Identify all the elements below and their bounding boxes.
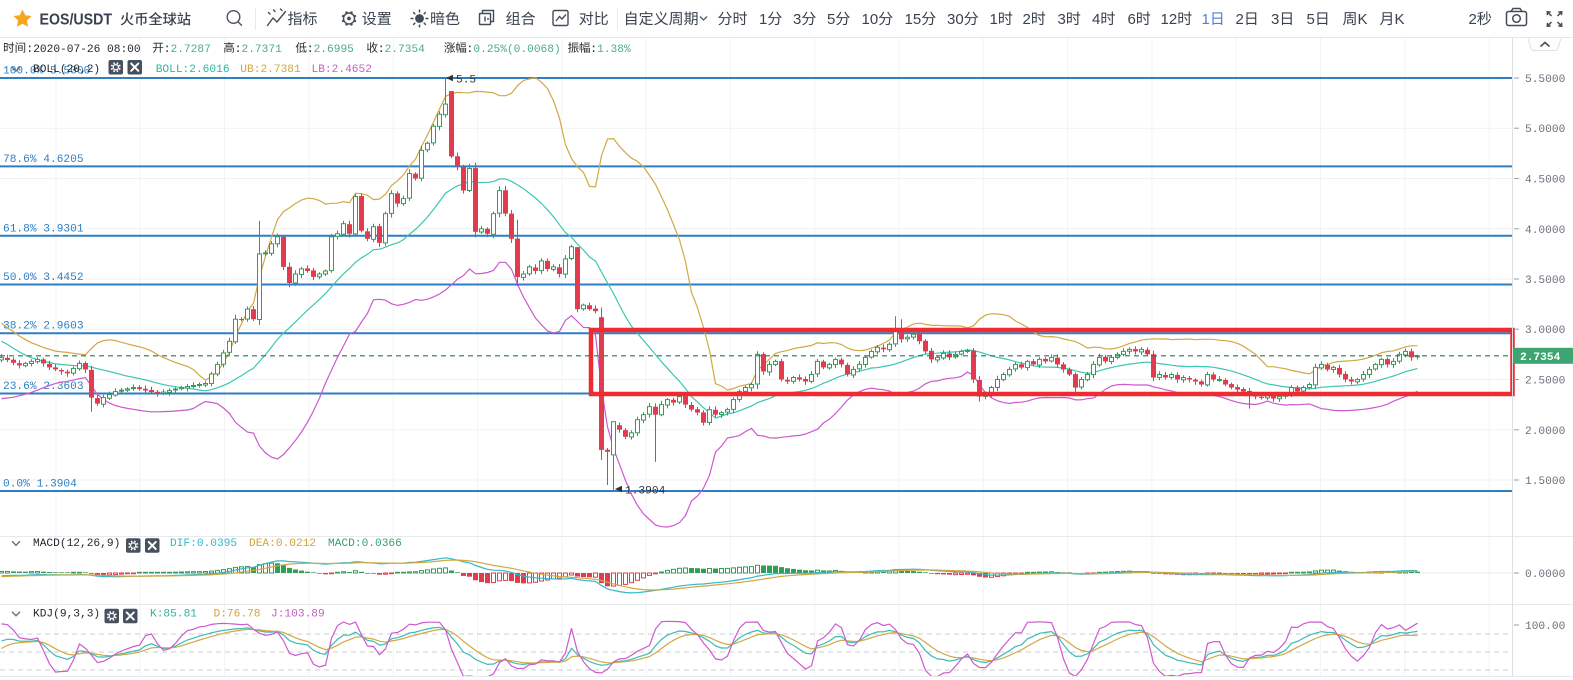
svg-text:5.5000: 5.5000 xyxy=(1525,74,1566,86)
svg-text:3: 3 xyxy=(793,11,801,28)
svg-text:D:76.78: D:76.78 xyxy=(214,609,261,621)
svg-text:BOLL:2.6016: BOLL:2.6016 xyxy=(156,64,230,76)
svg-text::: : xyxy=(590,43,597,56)
svg-text:1.3904: 1.3904 xyxy=(625,486,666,498)
svg-text:DIF:0.0395: DIF:0.0395 xyxy=(170,538,237,550)
svg-text:LB:2.4652: LB:2.4652 xyxy=(312,64,372,76)
svg-text:MACD:0.0366: MACD:0.0366 xyxy=(328,538,402,550)
svg-text:0.25%(0.0068): 0.25%(0.0068) xyxy=(473,44,560,56)
svg-text:0.0% 1.3904: 0.0% 1.3904 xyxy=(3,479,77,491)
svg-text:1: 1 xyxy=(990,11,998,28)
svg-text:K:85.81: K:85.81 xyxy=(150,609,197,621)
svg-text:EOS/USDT: EOS/USDT xyxy=(40,12,113,29)
svg-text:2: 2 xyxy=(1023,11,1031,28)
svg-text:2.7354: 2.7354 xyxy=(1520,352,1561,364)
svg-text:UB:2.7381: UB:2.7381 xyxy=(240,64,301,76)
svg-text:4.0000: 4.0000 xyxy=(1525,225,1566,237)
svg-text::: : xyxy=(235,43,242,56)
svg-text:23.6% 2.3603: 23.6% 2.3603 xyxy=(3,381,84,393)
svg-text::: : xyxy=(378,43,385,56)
svg-text:2.0000: 2.0000 xyxy=(1525,426,1566,438)
svg-text:50.0% 3.4452: 50.0% 3.4452 xyxy=(3,272,84,284)
svg-text:3.0000: 3.0000 xyxy=(1525,325,1566,337)
svg-text:61.8% 3.9301: 61.8% 3.9301 xyxy=(3,223,84,235)
svg-text::: : xyxy=(164,43,171,56)
svg-text:38.2% 2.9603: 38.2% 2.9603 xyxy=(3,321,84,333)
svg-text:2: 2 xyxy=(1236,11,1244,28)
svg-text:30: 30 xyxy=(947,11,964,28)
svg-text:3.5000: 3.5000 xyxy=(1525,275,1566,287)
svg-text:5: 5 xyxy=(1307,11,1315,28)
svg-text:1.38%: 1.38% xyxy=(597,44,631,56)
svg-text:1.5000: 1.5000 xyxy=(1525,476,1566,488)
svg-text:5.0000: 5.0000 xyxy=(1525,124,1566,136)
svg-text:4: 4 xyxy=(1092,11,1100,28)
svg-text:5.5: 5.5 xyxy=(456,75,476,87)
svg-text:0.0000: 0.0000 xyxy=(1525,569,1566,581)
svg-text:10: 10 xyxy=(862,11,879,28)
svg-text:J:103.89: J:103.89 xyxy=(271,609,325,621)
svg-text:DEA:0.0212: DEA:0.0212 xyxy=(249,538,316,550)
svg-text:100.0% 5.5000: 100.0% 5.5000 xyxy=(3,66,91,78)
svg-text:2.6995: 2.6995 xyxy=(314,44,354,56)
svg-text:6: 6 xyxy=(1128,11,1136,28)
svg-text:K: K xyxy=(1358,11,1368,28)
svg-text:2.7287: 2.7287 xyxy=(171,44,211,56)
svg-text::: : xyxy=(26,43,33,56)
svg-text:K: K xyxy=(1395,11,1405,28)
svg-text::: : xyxy=(466,43,473,56)
svg-text:3: 3 xyxy=(1271,11,1279,28)
svg-text:4.5000: 4.5000 xyxy=(1525,175,1566,187)
svg-text:2.7371: 2.7371 xyxy=(242,44,283,56)
svg-text:2.5000: 2.5000 xyxy=(1525,376,1566,388)
svg-text:2.7354: 2.7354 xyxy=(385,44,426,56)
svg-text::: : xyxy=(307,43,314,56)
svg-text:78.6% 4.6205: 78.6% 4.6205 xyxy=(3,154,84,166)
svg-text:MACD(12,26,9): MACD(12,26,9) xyxy=(33,538,120,550)
svg-text:2: 2 xyxy=(1469,11,1477,28)
svg-text:12: 12 xyxy=(1161,11,1178,28)
svg-text:5: 5 xyxy=(827,11,835,28)
svg-text:1: 1 xyxy=(1202,11,1210,28)
svg-text:3: 3 xyxy=(1058,11,1066,28)
svg-text:100.00: 100.00 xyxy=(1525,621,1566,633)
svg-text:2020-07-26 08:00: 2020-07-26 08:00 xyxy=(33,44,141,56)
svg-text:1: 1 xyxy=(759,11,767,28)
svg-text:15: 15 xyxy=(905,11,922,28)
svg-text:KDJ(9,3,3): KDJ(9,3,3) xyxy=(33,609,100,621)
svg-text:BOLL(20,2): BOLL(20,2) xyxy=(33,64,100,76)
